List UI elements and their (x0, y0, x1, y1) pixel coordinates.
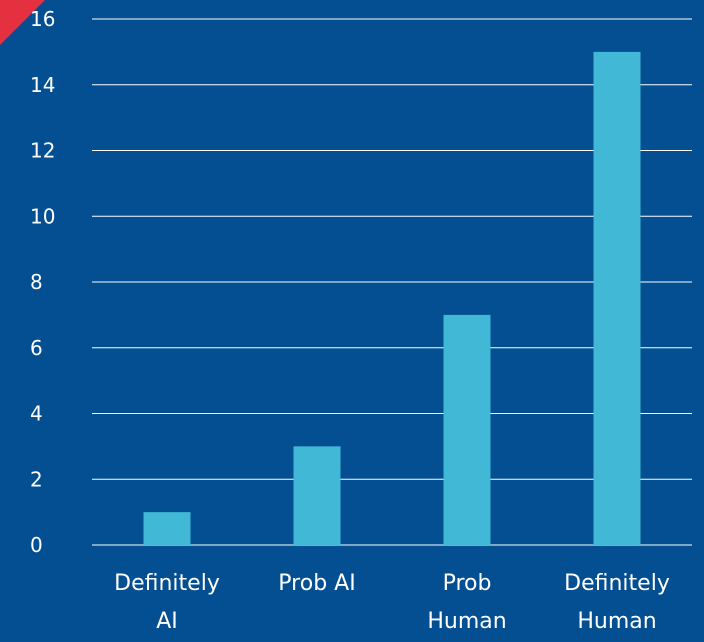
bar-0 (143, 512, 191, 545)
y-tick-label: 4 (30, 402, 43, 426)
y-axis-tick-labels: 0 2 4 6 8 10 12 14 16 (30, 7, 55, 557)
y-tick-label: 6 (30, 336, 43, 360)
y-tick-label: 14 (30, 73, 55, 97)
y-tick-label: 10 (30, 204, 55, 228)
x-category-label: Definitely (564, 571, 670, 596)
bar-3 (593, 51, 641, 545)
x-category-label: AI (156, 609, 178, 634)
bar-2 (443, 314, 491, 545)
bar-1 (293, 446, 341, 545)
bars (143, 51, 641, 545)
x-category-label: Prob (443, 571, 492, 596)
x-category-label: Definitely (114, 571, 220, 596)
y-tick-label: 8 (30, 270, 43, 294)
corner-accent-shape (0, 0, 45, 45)
gridlines (92, 18, 692, 546)
x-category-label: Human (427, 609, 506, 634)
x-category-label: Human (577, 609, 656, 634)
y-tick-label: 2 (30, 467, 43, 491)
x-category-label: Prob AI (278, 571, 355, 596)
x-axis-category-labels: Definitely AI Prob AI Prob Human Definitely Hu… (114, 571, 670, 634)
y-tick-label: 12 (30, 139, 55, 163)
y-tick-label: 16 (30, 7, 55, 31)
y-tick-label: 0 (30, 533, 43, 557)
